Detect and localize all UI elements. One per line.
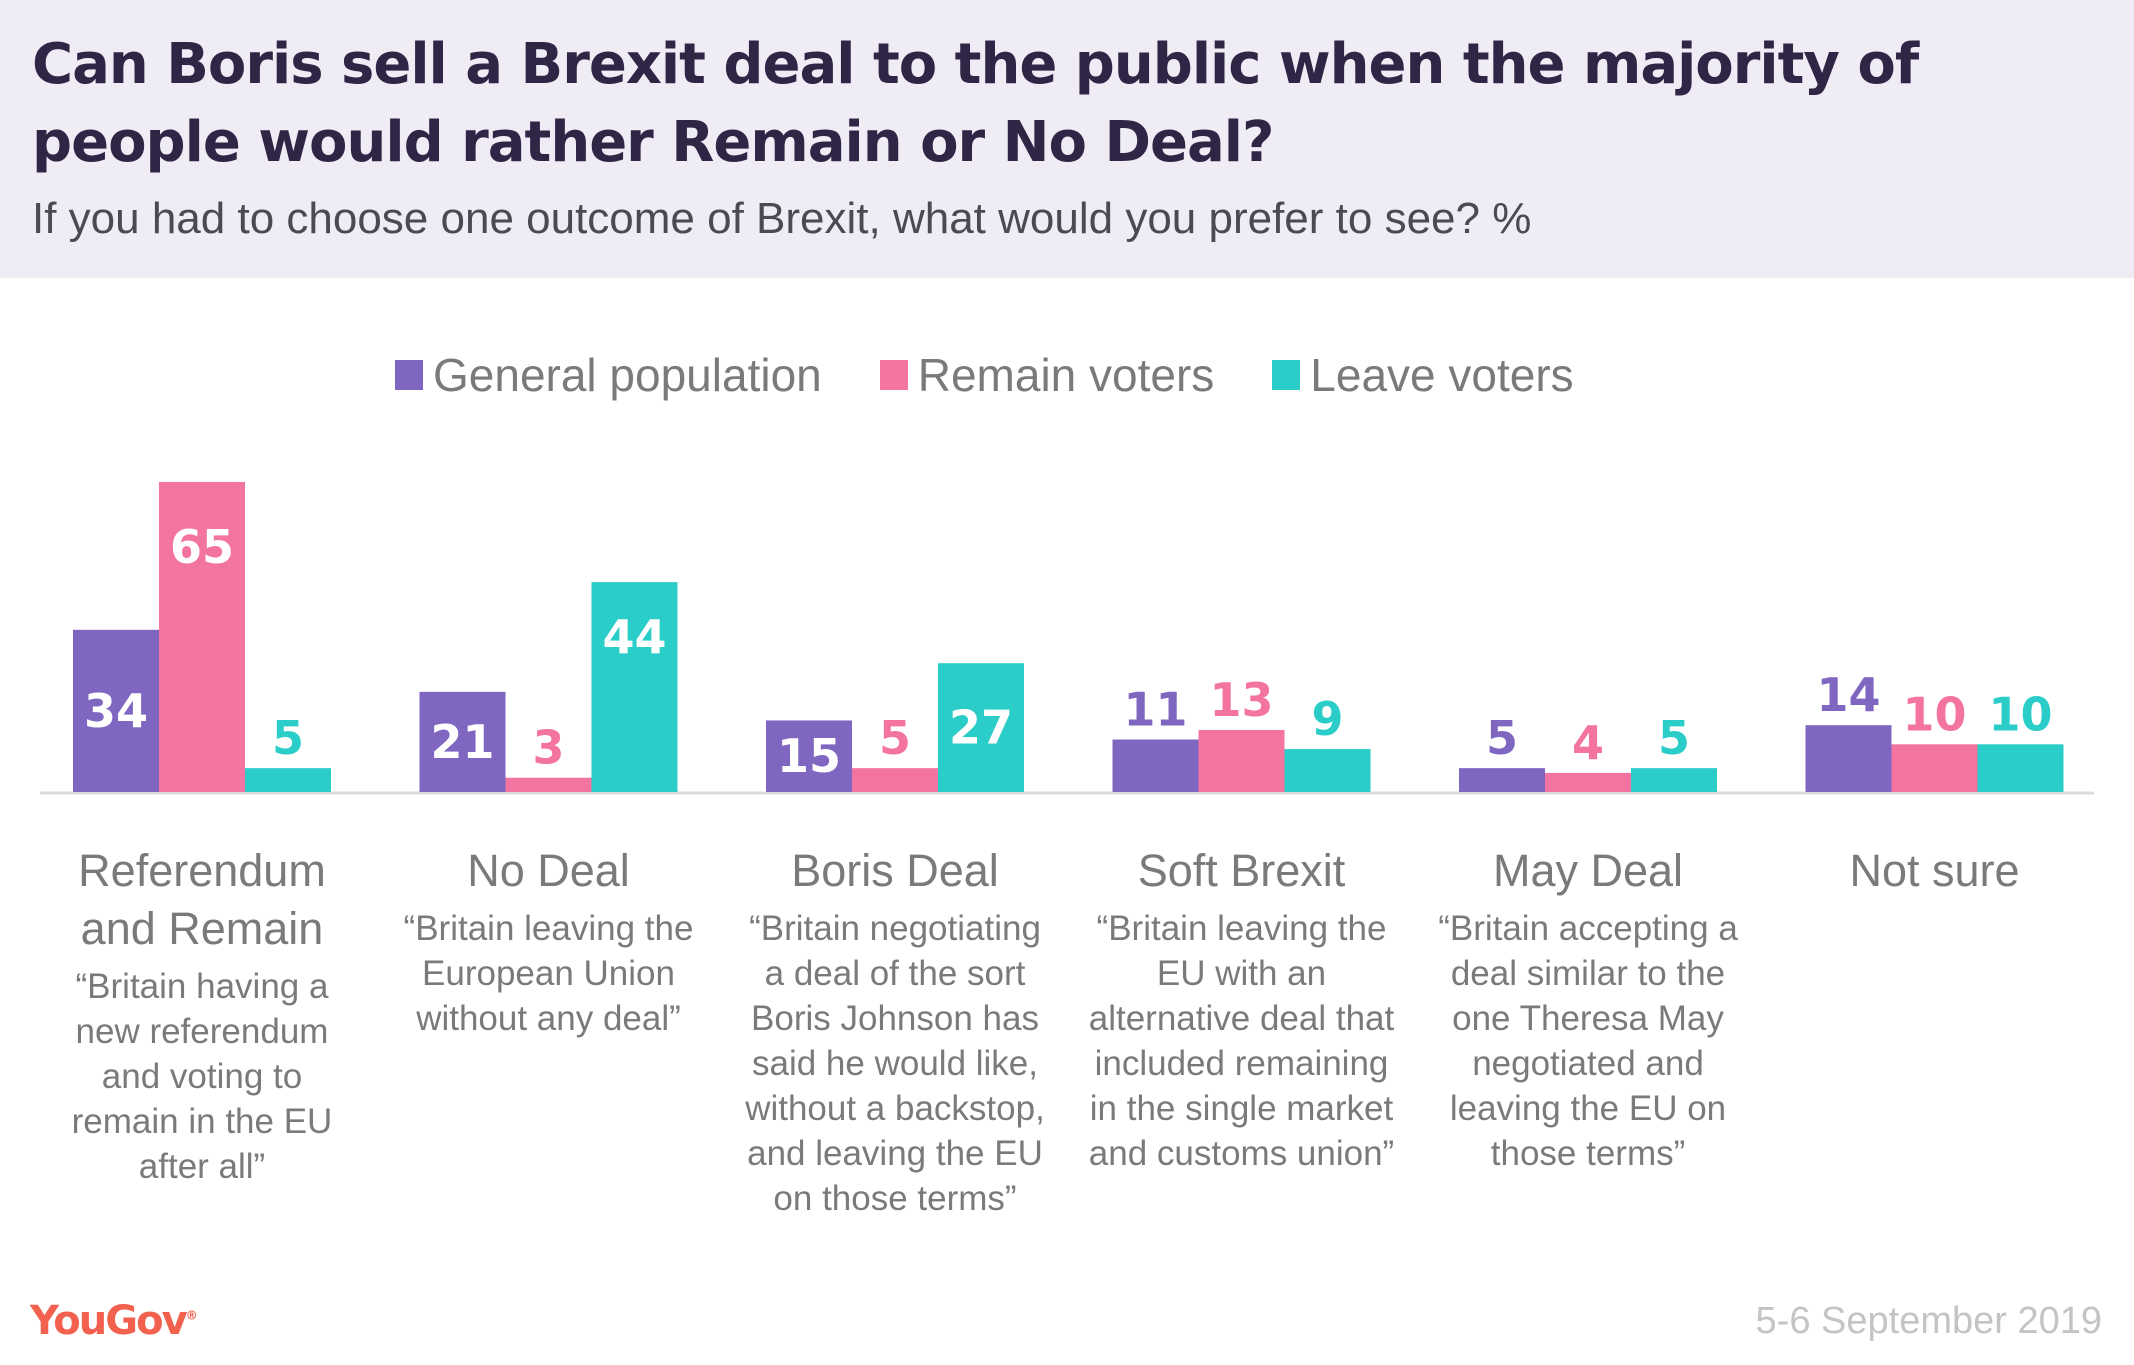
- legend-swatch-remain-voters: [879, 360, 908, 390]
- data-label: 5: [879, 711, 911, 765]
- category-description: “Britain leaving the European Union with…: [403, 909, 694, 1038]
- bar-remain-voters-0: [159, 481, 245, 792]
- data-label: 15: [777, 729, 841, 783]
- category-description: “Britain leaving the EU with an alternat…: [1088, 909, 1395, 1173]
- bar-general-population-5: [1805, 725, 1892, 792]
- data-label: 5: [1486, 711, 1518, 765]
- data-label: 3: [532, 721, 564, 775]
- category-column: No Deal “Britain leaving the European Uni…: [379, 842, 719, 1041]
- bar-general-population-1: [419, 691, 506, 792]
- bar-leave-voters-2: [938, 663, 1024, 792]
- data-label: 5: [1658, 711, 1690, 765]
- category-label: May Deal: [1492, 845, 1684, 896]
- legend-label: Remain voters: [917, 349, 1215, 401]
- yougov-logo: YouGov®: [30, 1298, 198, 1344]
- data-label: 21: [430, 715, 494, 769]
- survey-date: 5-6 September 2019: [1755, 1300, 2102, 1342]
- category-column: Soft Brexit “Britain leaving the EU with …: [1072, 842, 1412, 1176]
- legend-item-remain-voters: Remain voters: [879, 348, 1215, 402]
- category-description: “Britain having a new referendum and vot…: [71, 967, 333, 1186]
- data-label: 10: [1988, 687, 2052, 741]
- data-label: 14: [1816, 668, 1880, 722]
- category-label: Referendum and Remain: [78, 845, 326, 954]
- category-label: Not sure: [1849, 845, 2020, 896]
- bar-remain-voters-5: [1891, 744, 1978, 792]
- category-column: Boris Deal “Britain negotiating a deal of…: [725, 842, 1065, 1221]
- legend-item-general-population: General population: [395, 348, 822, 402]
- category-column: May Deal “Britain accepting a deal simila…: [1418, 842, 1758, 1176]
- bar-remain-voters-4: [1545, 772, 1631, 792]
- category-column: Not sure: [1765, 842, 2105, 906]
- logo-text: YouGov: [30, 1298, 188, 1344]
- bar-leave-voters-5: [1977, 744, 2064, 792]
- data-label: 65: [170, 520, 234, 574]
- chart-title: Can Boris sell a Brexit deal to the publ…: [32, 32, 1919, 175]
- bar-general-population-3: [1112, 739, 1199, 792]
- bar-remain-voters-2: [852, 768, 938, 792]
- data-label: 11: [1123, 683, 1187, 737]
- bar-remain-voters-1: [505, 777, 592, 792]
- legend-item-leave-voters: Leave voters: [1272, 348, 1574, 402]
- data-label: 4: [1572, 716, 1604, 770]
- chart-subtitle: If you had to choose one outcome of Brex…: [32, 194, 1532, 243]
- bar-leave-voters-0: [245, 768, 331, 792]
- bar-general-population-0: [73, 629, 159, 792]
- data-label: 5: [272, 711, 304, 765]
- legend: General population Remain voters Leave v…: [395, 345, 1632, 405]
- data-label: 34: [84, 684, 148, 738]
- data-label: 9: [1311, 692, 1343, 746]
- bar-general-population-4: [1459, 768, 1545, 792]
- data-label: 27: [949, 701, 1013, 755]
- legend-label: Leave voters: [1310, 349, 1574, 401]
- bar-remain-voters-3: [1198, 729, 1285, 792]
- legend-swatch-general-population: [395, 360, 423, 390]
- bar-leave-voters-1: [591, 582, 678, 792]
- data-label: 13: [1209, 673, 1273, 727]
- category-column: Referendum and Remain “Britain having a n…: [32, 842, 372, 1189]
- category-description: “Britain negotiating a deal of the sort …: [745, 909, 1045, 1218]
- data-label: 44: [602, 610, 666, 664]
- category-description: “Britain accepting a deal similar to the…: [1438, 909, 1738, 1173]
- registered-mark: ®: [185, 1308, 198, 1323]
- category-label: Boris Deal: [791, 845, 999, 896]
- category-label: Soft Brexit: [1137, 845, 1346, 896]
- legend-label: General population: [433, 349, 822, 401]
- legend-swatch-leave-voters: [1272, 360, 1301, 390]
- bar-general-population-2: [766, 720, 852, 792]
- bar-leave-voters-3: [1284, 749, 1371, 792]
- header-band: Can Boris sell a Brexit deal to the publ…: [0, 0, 2134, 278]
- bar-leave-voters-4: [1631, 768, 1717, 792]
- data-label: 10: [1902, 687, 1966, 741]
- category-label: No Deal: [467, 845, 630, 896]
